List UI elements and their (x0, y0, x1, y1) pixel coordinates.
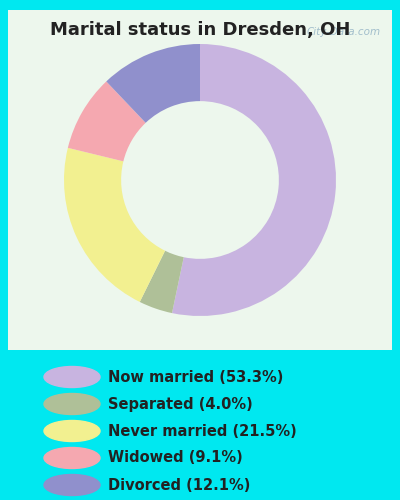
Text: Separated (4.0%): Separated (4.0%) (108, 396, 253, 411)
Wedge shape (68, 82, 146, 162)
Wedge shape (64, 148, 165, 302)
Text: Divorced (12.1%): Divorced (12.1%) (108, 478, 250, 492)
Wedge shape (106, 44, 200, 123)
Text: Marital status in Dresden, OH: Marital status in Dresden, OH (50, 22, 350, 40)
Wedge shape (140, 250, 184, 313)
Text: Never married (21.5%): Never married (21.5%) (108, 424, 297, 438)
Circle shape (44, 474, 100, 496)
Circle shape (44, 366, 100, 388)
Circle shape (44, 448, 100, 468)
Circle shape (44, 420, 100, 442)
Wedge shape (172, 44, 336, 316)
Circle shape (44, 394, 100, 414)
Text: Now married (53.3%): Now married (53.3%) (108, 370, 283, 384)
Text: City-Data.com: City-Data.com (306, 27, 380, 37)
Text: Widowed (9.1%): Widowed (9.1%) (108, 450, 243, 466)
